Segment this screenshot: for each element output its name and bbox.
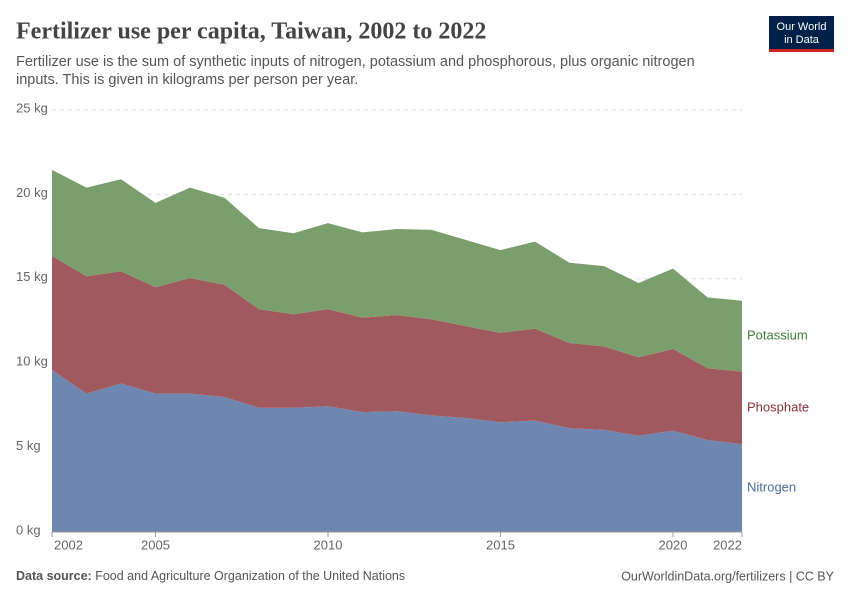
area [52, 369, 742, 532]
subtitle: Fertilizer use is the sum of synthetic i… [16, 54, 695, 70]
subtitle: inputs. This is given in kilograms per p… [16, 72, 358, 88]
source: Data source: Food and Agriculture Organi… [16, 569, 405, 583]
source-label: Data source: [16, 569, 92, 583]
y-tick-label: 15 kg [16, 269, 48, 284]
series-label: Potassium [747, 328, 808, 343]
series-label: Phosphate [747, 399, 809, 414]
logo-text: Our World [777, 21, 827, 33]
x-tick-label: 2015 [486, 537, 515, 552]
y-tick-label: 25 kg [16, 100, 48, 115]
logo-text: in Data [784, 34, 820, 46]
logo-bar [769, 49, 834, 52]
source-text: Food and Agriculture Organization of the… [95, 569, 405, 583]
y-tick-label: 10 kg [16, 354, 48, 369]
x-tick-label: 2022 [713, 537, 742, 552]
area [52, 256, 742, 445]
x-tick-label: 2002 [54, 537, 83, 552]
y-tick-label: 20 kg [16, 185, 48, 200]
x-tick-label: 2005 [141, 537, 170, 552]
series-label: Nitrogen [747, 480, 796, 495]
footer-link[interactable]: OurWorldinData.org/fertilizers | CC BY [621, 569, 834, 583]
x-tick-label: 2020 [659, 537, 688, 552]
area [52, 169, 742, 372]
x-tick-label: 2010 [314, 537, 343, 552]
logo-box [769, 16, 834, 52]
y-tick-label: 0 kg [16, 522, 41, 537]
y-tick-label: 5 kg [16, 438, 41, 453]
chart-title: Fertilizer use per capita, Taiwan, 2002 … [16, 19, 486, 45]
logo[interactable]: Our World in Data [769, 16, 834, 52]
